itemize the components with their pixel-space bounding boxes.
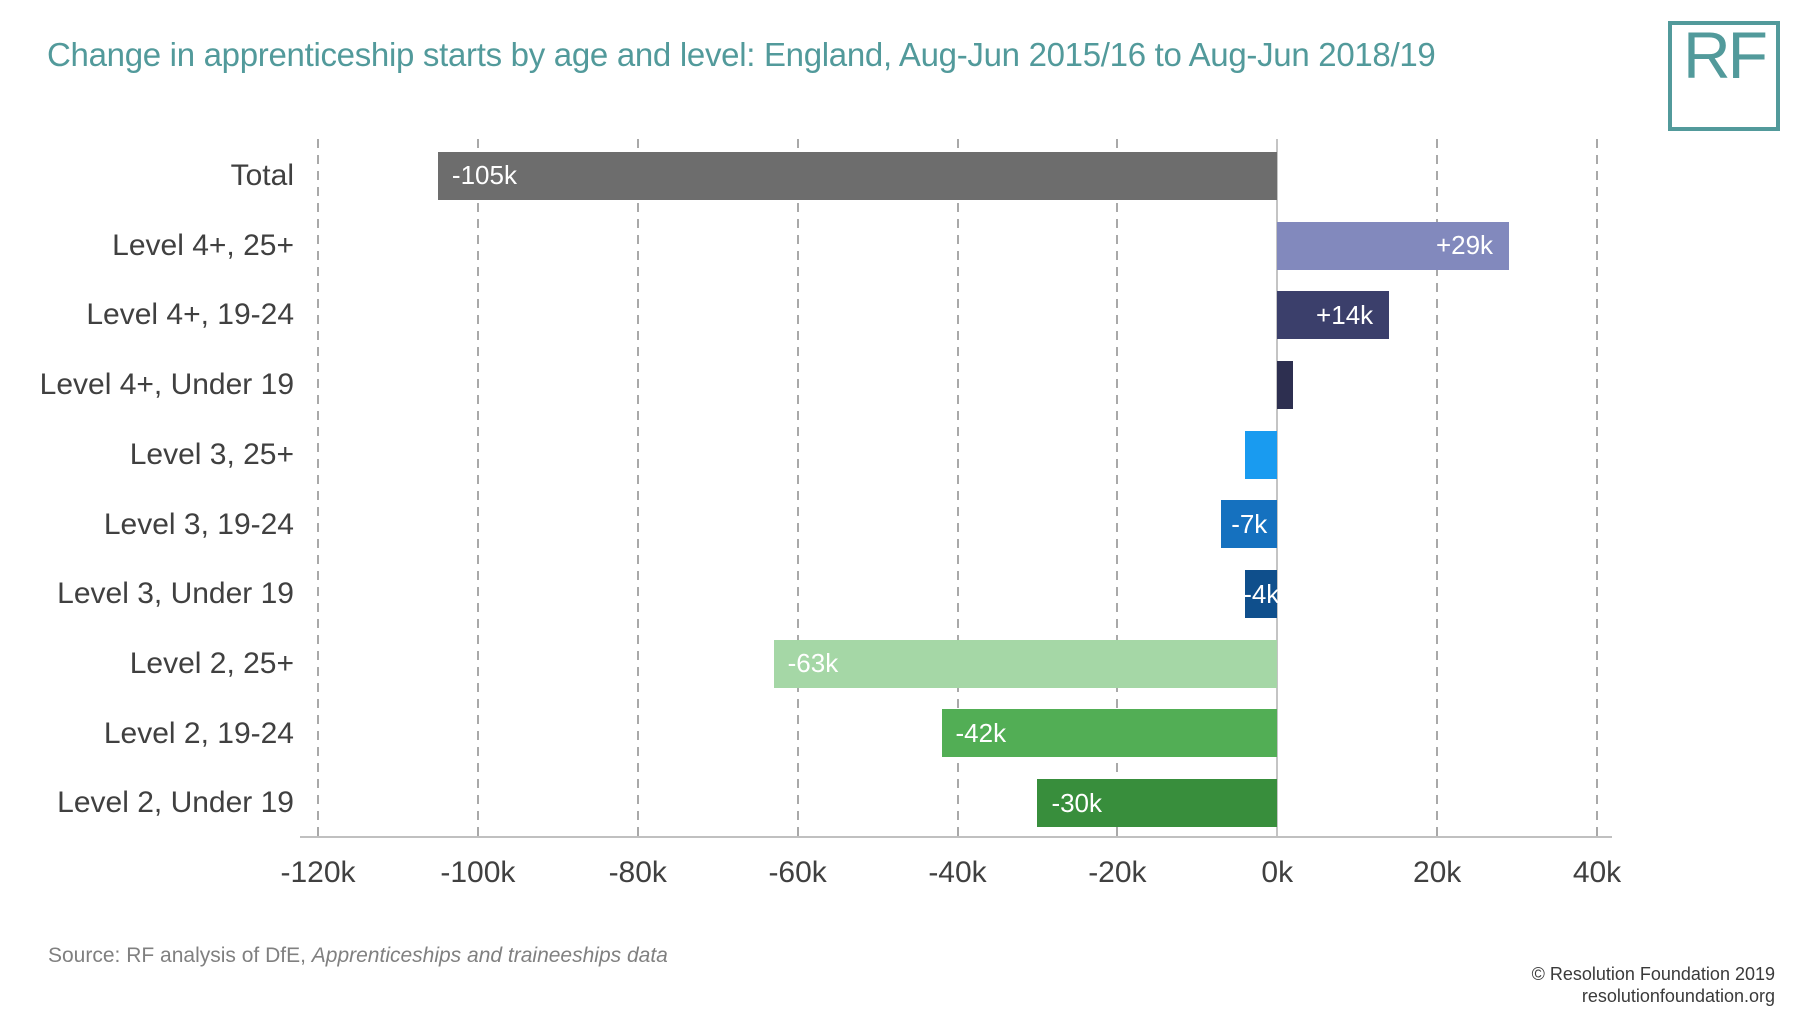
x-tick-label: -40k	[928, 856, 987, 889]
bar-level-4-19-24: +14k	[1277, 291, 1390, 340]
bar-value-label-total: -105k	[451, 160, 517, 191]
source-prefix: Source: RF analysis of DfE,	[48, 944, 312, 967]
bar-level-2-19-24: -42k	[941, 709, 1278, 758]
rf-logo: RF	[1668, 18, 1780, 131]
bar-value-label-level-4-19-24: +14k	[1316, 299, 1374, 330]
x-tick-label: -120k	[280, 856, 356, 889]
copyright-note: © Resolution Foundation 2019	[1531, 964, 1775, 984]
x-axis-line	[300, 836, 1612, 838]
category-label-level-2-under-19: Level 2, Under 19	[57, 786, 294, 820]
zero-axis-line	[1276, 139, 1279, 837]
gridline	[956, 139, 959, 837]
bar-level-2-25: -63k	[773, 639, 1278, 688]
category-label-level-4-19-24: Level 4+, 19-24	[86, 298, 294, 332]
website-note: resolutionfoundation.org	[1581, 986, 1775, 1006]
category-label-level-3-19-24: Level 3, 19-24	[103, 507, 294, 541]
gridline	[1116, 139, 1119, 837]
x-tick-label: 20k	[1412, 856, 1462, 889]
bar-level-3-under-19: -4k	[1243, 570, 1280, 619]
gridline	[796, 139, 799, 837]
bar-value-label-level-3-19-24: -7k	[1231, 508, 1268, 539]
gridline	[636, 139, 639, 837]
gridline	[476, 139, 479, 837]
category-label-level-2-19-24: Level 2, 19-24	[103, 716, 294, 750]
category-label-level-2-25: Level 2, 25+	[129, 646, 294, 680]
category-label-level-4-under-19: Level 4+, Under 19	[39, 368, 294, 402]
category-label-total: Total	[230, 159, 294, 192]
footer-right: © Resolution Foundation 2019 resolutionf…	[1532, 963, 1775, 1007]
x-tick-label: 40k	[1572, 856, 1622, 889]
bar-level-2-under-19: -30k	[1037, 779, 1278, 828]
bar-value-label-level-2-25: -63k	[787, 648, 839, 679]
bar-value-label-level-2-19-24: -42k	[955, 717, 1007, 748]
chart-title: Change in apprenticeship starts by age a…	[47, 36, 1436, 73]
gridline	[1596, 139, 1598, 837]
gridline	[317, 139, 319, 837]
bar-total: -105k	[437, 151, 1278, 200]
bar-level-4-25: +29k	[1277, 221, 1510, 270]
x-tick-label: -60k	[768, 856, 827, 889]
category-label-level-4-25: Level 4+, 25+	[112, 228, 294, 262]
bar-level-3-25	[1245, 430, 1278, 479]
x-tick-label: 0k	[1261, 856, 1294, 889]
bar-level-4-under-19	[1277, 360, 1294, 409]
source-dataset-name: Apprenticeships and traineeships data	[311, 944, 668, 967]
rf-logo-text: RF	[1683, 18, 1768, 92]
category-label-level-3-25: Level 3, 25+	[129, 437, 294, 471]
category-label-level-3-under-19: Level 3, Under 19	[57, 577, 294, 611]
bar-value-label-level-3-under-19: -4k	[1243, 578, 1280, 609]
source-note: Source: RF analysis of DfE, Apprenticesh…	[48, 944, 668, 968]
x-tick-label: -100k	[440, 856, 516, 889]
bar-level-3-19-24: -7k	[1221, 500, 1278, 549]
x-tick-label: -20k	[1088, 856, 1147, 889]
gridline	[1436, 139, 1439, 837]
bar-value-label-level-4-25: +29k	[1435, 230, 1494, 261]
bar-value-label-level-2-under-19: -30k	[1051, 787, 1103, 818]
x-tick-label: -80k	[608, 856, 667, 889]
